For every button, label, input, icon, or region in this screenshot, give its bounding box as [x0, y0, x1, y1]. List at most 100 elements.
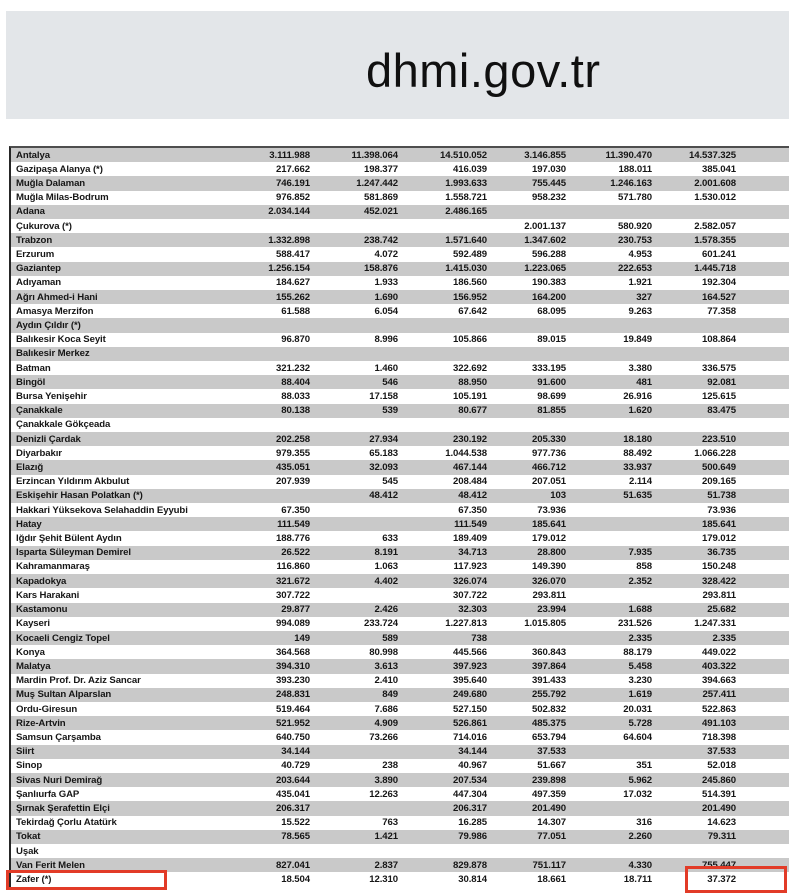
- airport-name: Elazığ: [16, 462, 44, 474]
- table-row: Adana 2.034.144 452.021 2.486.165: [11, 204, 789, 220]
- table-row: Ordu-Giresun 519.464 7.686 527.150 502.832 20…: [11, 702, 789, 716]
- airport-name: Aydın Çıldır (*): [16, 320, 81, 332]
- value-col-2: 48.412: [369, 490, 398, 502]
- value-col-1: 307.722: [276, 589, 310, 601]
- value-col-5: 3.380: [628, 362, 652, 374]
- value-col-3: 1.993.633: [445, 178, 487, 189]
- table-row: Kars Harakani 307.722 307.722 293.811 293.81…: [11, 588, 789, 602]
- airport-name: Batman: [16, 362, 51, 374]
- value-col-4: 466.712: [532, 462, 566, 474]
- value-col-2: 633: [382, 533, 398, 545]
- value-col-1: 111.549: [277, 518, 310, 530]
- traffic-table: Antalya 3.111.988 11.398.064 14.510.052 3.14…: [9, 146, 789, 887]
- value-col-2: 4.402: [374, 575, 398, 587]
- value-col-4: 190.383: [532, 277, 566, 289]
- airport-name: Balıkesir Koca Seyit: [16, 334, 106, 346]
- value-col-1: 979.355: [276, 447, 310, 459]
- value-col-2: 32.093: [369, 462, 398, 474]
- value-col-2: 4.072: [374, 249, 398, 261]
- table-row: Trabzon 1.332.898 238.742 1.571.640 1.347.60…: [11, 233, 789, 248]
- airport-name: Kayseri: [16, 618, 50, 630]
- value-col-4: 326.070: [532, 575, 566, 587]
- value-col-4: 103: [550, 490, 566, 502]
- value-col-5: 18.711: [623, 873, 652, 885]
- value-col-2: 80.998: [369, 646, 398, 658]
- value-col-2: 73.266: [369, 731, 398, 743]
- table-row: Hatay 111.549 111.549 185.641 185.641: [11, 517, 789, 532]
- value-col-3: 189.409: [453, 533, 487, 545]
- value-col-3: 80.677: [458, 405, 487, 417]
- value-col-6: 514.391: [702, 788, 736, 800]
- airport-name: Muğla Dalaman: [16, 178, 86, 189]
- airport-name: Kastamonu: [16, 604, 68, 616]
- value-col-5: 3.230: [628, 675, 652, 687]
- value-col-3: 829.878: [453, 859, 487, 871]
- value-col-4: 755.445: [532, 178, 566, 189]
- airport-name: Ordu-Giresun: [16, 703, 78, 715]
- value-col-5: 316: [636, 817, 652, 829]
- value-col-5: 5.728: [628, 717, 652, 729]
- table-row: Gaziantep 1.256.154 158.876 1.415.030 1.223.…: [11, 261, 789, 276]
- value-col-5: 5.962: [628, 774, 652, 786]
- airport-name: Ağrı Ahmed-i Hani: [16, 291, 98, 303]
- table-row: Diyarbakır 979.355 65.183 1.044.538 977.736 8…: [11, 446, 789, 460]
- airport-name: Eskişehir Hasan Polatkan (*): [16, 490, 143, 502]
- value-col-6: 201.490: [702, 802, 736, 814]
- airport-name: Adıyaman: [16, 277, 62, 289]
- value-col-5: 11.390.470: [605, 149, 653, 161]
- value-col-4: 164.200: [532, 291, 566, 303]
- value-col-4: 255.792: [532, 689, 566, 701]
- value-col-6: 14.537.325: [688, 149, 736, 161]
- value-col-2: 198.377: [364, 163, 398, 175]
- value-col-4: 197.030: [532, 163, 566, 175]
- value-col-1: 26.522: [281, 547, 310, 559]
- value-col-2: 27.934: [369, 433, 398, 445]
- value-col-2: 6.054: [374, 305, 398, 317]
- value-col-3: 249.680: [453, 689, 487, 701]
- airport-name: Hakkari Yüksekova Selahaddin Eyyubi: [16, 504, 188, 516]
- value-col-3: 230.192: [453, 433, 487, 445]
- value-col-5: 2.335: [628, 632, 652, 644]
- value-col-2: 2.410: [374, 675, 398, 687]
- value-col-3: 105.191: [453, 391, 487, 403]
- value-col-3: 30.814: [458, 873, 487, 885]
- value-col-4: 89.015: [537, 334, 566, 346]
- value-col-4: 485.375: [532, 717, 566, 729]
- value-col-5: 2.114: [629, 476, 652, 488]
- table-row: Iğdır Şehit Bülent Aydın 188.776 633 189.40…: [11, 531, 789, 545]
- value-col-3: 526.861: [453, 717, 487, 729]
- value-col-6: 245.860: [702, 774, 736, 786]
- airport-name: Gazipaşa Alanya (*): [16, 163, 103, 175]
- value-col-2: 4.909: [374, 717, 398, 729]
- value-col-1: 3.111.988: [269, 149, 310, 161]
- value-col-1: 248.831: [276, 689, 310, 701]
- value-col-6: 37.372: [707, 873, 736, 885]
- value-col-5: 7.935: [628, 547, 652, 559]
- table-row: Elazığ 435.051 32.093 467.144 466.712 33.937 5…: [11, 460, 789, 475]
- value-col-1: 2.034.144: [268, 206, 310, 218]
- value-col-2: 3.890: [374, 774, 398, 786]
- value-col-3: 207.534: [453, 774, 487, 786]
- value-col-6: 179.012: [702, 533, 736, 545]
- value-col-5: 4.953: [628, 249, 652, 261]
- table-row: Uşak: [11, 844, 789, 858]
- value-col-3: 40.967: [458, 760, 487, 772]
- value-col-4: 596.288: [532, 249, 566, 261]
- value-col-4: 239.898: [532, 774, 566, 786]
- value-col-4: 77.051: [537, 831, 566, 843]
- value-col-6: 192.304: [702, 277, 736, 289]
- value-col-2: 1.460: [374, 362, 398, 374]
- value-col-2: 589: [382, 632, 398, 644]
- value-col-6: 1.530.012: [694, 192, 736, 204]
- value-col-5: 5.458: [628, 660, 652, 672]
- table-row: Van Ferit Melen 827.041 2.837 829.878 751.11…: [11, 858, 789, 873]
- airport-name: Adana: [16, 206, 45, 218]
- table-row: Çanakkale 80.138 539 80.677 81.855 1.620 83.47…: [11, 403, 789, 418]
- value-col-1: 203.644: [276, 774, 310, 786]
- value-col-1: 40.729: [281, 760, 310, 772]
- table-row: Bursa Yenişehir 88.033 17.158 105.191 98.699…: [11, 389, 789, 403]
- value-col-1: 29.877: [281, 604, 310, 616]
- table-row: Batman 321.232 1.460 322.692 333.195 3.380 336…: [11, 361, 789, 375]
- value-col-4: 293.811: [532, 589, 567, 601]
- value-col-6: 209.165: [702, 476, 736, 488]
